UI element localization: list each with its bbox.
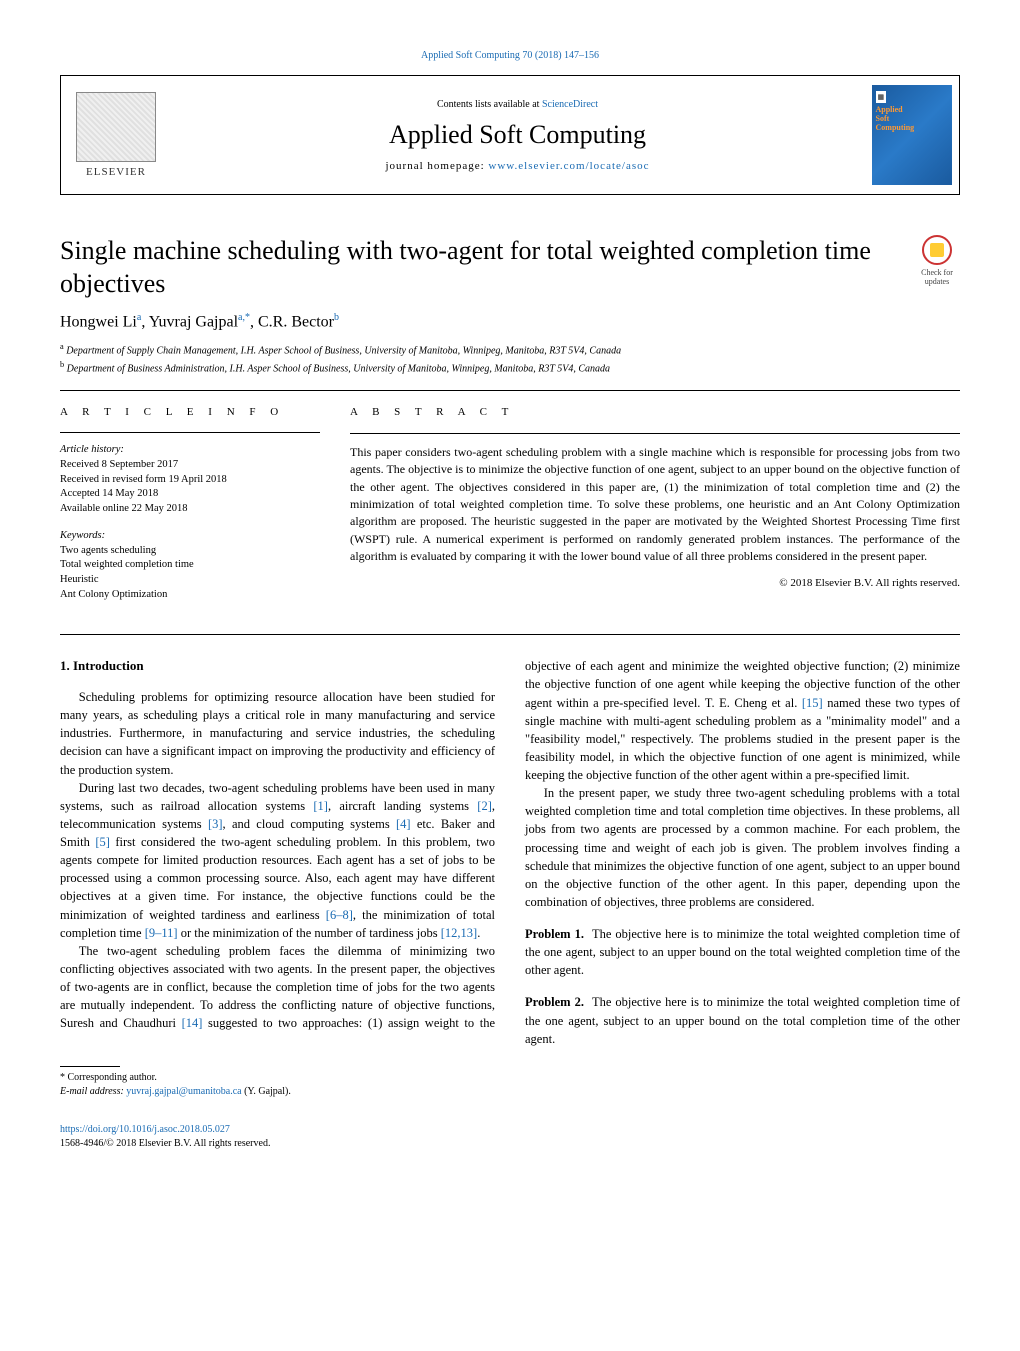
- section-heading-intro: 1. Introduction: [60, 657, 495, 676]
- ref-link[interactable]: [12,13]: [441, 926, 477, 940]
- problem-2: Problem 2. The objective here is to mini…: [525, 993, 960, 1047]
- ref-link[interactable]: [5]: [95, 835, 110, 849]
- homepage-link[interactable]: www.elsevier.com/locate/asoc: [488, 160, 649, 172]
- publisher-cell: ELSEVIER: [61, 76, 171, 194]
- contents-pre: Contents lists available at: [437, 99, 542, 110]
- affiliation-b: b Department of Business Administration,…: [60, 359, 960, 376]
- intro-p2: During last two decades, two-agent sched…: [60, 779, 495, 942]
- crossmark-label: Check for updates: [914, 268, 960, 286]
- cover-line3: Computing: [876, 123, 915, 132]
- info-divider: [60, 432, 320, 433]
- running-header: Applied Soft Computing 70 (2018) 147–156: [60, 50, 960, 61]
- keyword: Two agents scheduling: [60, 544, 320, 559]
- crossmark-widget[interactable]: Check for updates: [914, 235, 960, 286]
- ref-link[interactable]: [6–8]: [326, 908, 353, 922]
- journal-cover-image: ▦ Applied Soft Computing: [872, 85, 952, 185]
- corr-author-line: * Corresponding author.: [60, 1071, 960, 1085]
- journal-cover-cell: ▦ Applied Soft Computing: [864, 76, 959, 194]
- abstract-label: A B S T R A C T: [350, 405, 960, 421]
- article-history-block: Article history: Received 8 September 20…: [60, 443, 320, 516]
- homepage-pre: journal homepage:: [386, 160, 489, 172]
- journal-homepage: journal homepage: www.elsevier.com/locat…: [386, 160, 650, 172]
- abstract-column: A B S T R A C T This paper considers two…: [350, 405, 960, 614]
- cover-badge-icon: ▦: [876, 91, 887, 103]
- keyword: Ant Colony Optimization: [60, 588, 320, 603]
- ref-link[interactable]: [2]: [477, 799, 492, 813]
- journal-title-cell: Contents lists available at ScienceDirec…: [171, 76, 864, 194]
- email-line: E-mail address: yuvraj.gajpal@umanitoba.…: [60, 1085, 960, 1099]
- elsevier-tree-icon: [76, 92, 156, 162]
- problem-1-label: Problem 1.: [525, 927, 584, 941]
- history-line: Available online 22 May 2018: [60, 502, 320, 517]
- corresponding-author-footnote: * Corresponding author. E-mail address: …: [60, 1071, 960, 1099]
- doi-link[interactable]: https://doi.org/10.1016/j.asoc.2018.05.0…: [60, 1124, 230, 1135]
- history-line: Received 8 September 2017: [60, 458, 320, 473]
- keywords-block: Keywords: Two agents scheduling Total we…: [60, 529, 320, 602]
- intro-p4: In the present paper, we study three two…: [525, 784, 960, 911]
- ref-link[interactable]: [15]: [802, 696, 823, 710]
- journal-title: Applied Soft Computing: [389, 120, 646, 150]
- mid-divider: [60, 634, 960, 635]
- problem-1-text: The objective here is to minimize the to…: [525, 927, 960, 977]
- article-title: Single machine scheduling with two-agent…: [60, 235, 914, 300]
- abstract-copyright: © 2018 Elsevier B.V. All rights reserved…: [350, 576, 960, 592]
- intro-p1: Scheduling problems for optimizing resou…: [60, 688, 495, 779]
- abstract-text: This paper considers two-agent schedulin…: [350, 444, 960, 566]
- meta-abstract-row: A R T I C L E I N F O Article history: R…: [60, 391, 960, 634]
- problem-2-text: The objective here is to minimize the to…: [525, 995, 960, 1045]
- author-email-link[interactable]: yuvraj.gajpal@umanitoba.ca: [126, 1086, 241, 1097]
- history-heading: Article history:: [60, 443, 320, 458]
- problem-2-label: Problem 2.: [525, 995, 584, 1009]
- keywords-heading: Keywords:: [60, 529, 320, 544]
- contents-line: Contents lists available at ScienceDirec…: [437, 99, 598, 110]
- authors-line: Hongwei Lia, Yuvraj Gajpala,*, C.R. Bect…: [60, 312, 960, 331]
- ref-link[interactable]: [3]: [208, 817, 223, 831]
- page-container: Applied Soft Computing 70 (2018) 147–156…: [0, 0, 1020, 1191]
- publisher-name: ELSEVIER: [86, 166, 146, 178]
- cover-line2: Soft: [876, 114, 890, 123]
- ref-link[interactable]: [4]: [396, 817, 411, 831]
- keyword: Heuristic: [60, 573, 320, 588]
- page-footer: https://doi.org/10.1016/j.asoc.2018.05.0…: [60, 1123, 960, 1151]
- running-header-link[interactable]: Applied Soft Computing 70 (2018) 147–156: [421, 50, 599, 61]
- title-row: Single machine scheduling with two-agent…: [60, 235, 960, 300]
- issn-line: 1568-4946/© 2018 Elsevier B.V. All right…: [60, 1138, 270, 1149]
- ref-link[interactable]: [9–11]: [145, 926, 178, 940]
- affiliation-a: a Department of Supply Chain Management,…: [60, 341, 960, 358]
- article-info-label: A R T I C L E I N F O: [60, 405, 320, 420]
- affiliations: a Department of Supply Chain Management,…: [60, 341, 960, 376]
- history-line: Received in revised form 19 April 2018: [60, 473, 320, 488]
- cover-line1: Applied: [876, 105, 903, 114]
- article-info-column: A R T I C L E I N F O Article history: R…: [60, 405, 320, 614]
- problem-1: Problem 1. The objective here is to mini…: [525, 925, 960, 979]
- abstract-divider: [350, 433, 960, 434]
- history-line: Accepted 14 May 2018: [60, 487, 320, 502]
- sciencedirect-link[interactable]: ScienceDirect: [542, 99, 598, 110]
- crossmark-badge-icon: [922, 235, 952, 265]
- keyword: Total weighted completion time: [60, 558, 320, 573]
- journal-header-box: ELSEVIER Contents lists available at Sci…: [60, 75, 960, 195]
- body-two-columns: 1. Introduction Scheduling problems for …: [60, 657, 960, 1048]
- footnote-rule: [60, 1066, 120, 1067]
- ref-link[interactable]: [14]: [182, 1016, 203, 1030]
- ref-link[interactable]: [1]: [313, 799, 328, 813]
